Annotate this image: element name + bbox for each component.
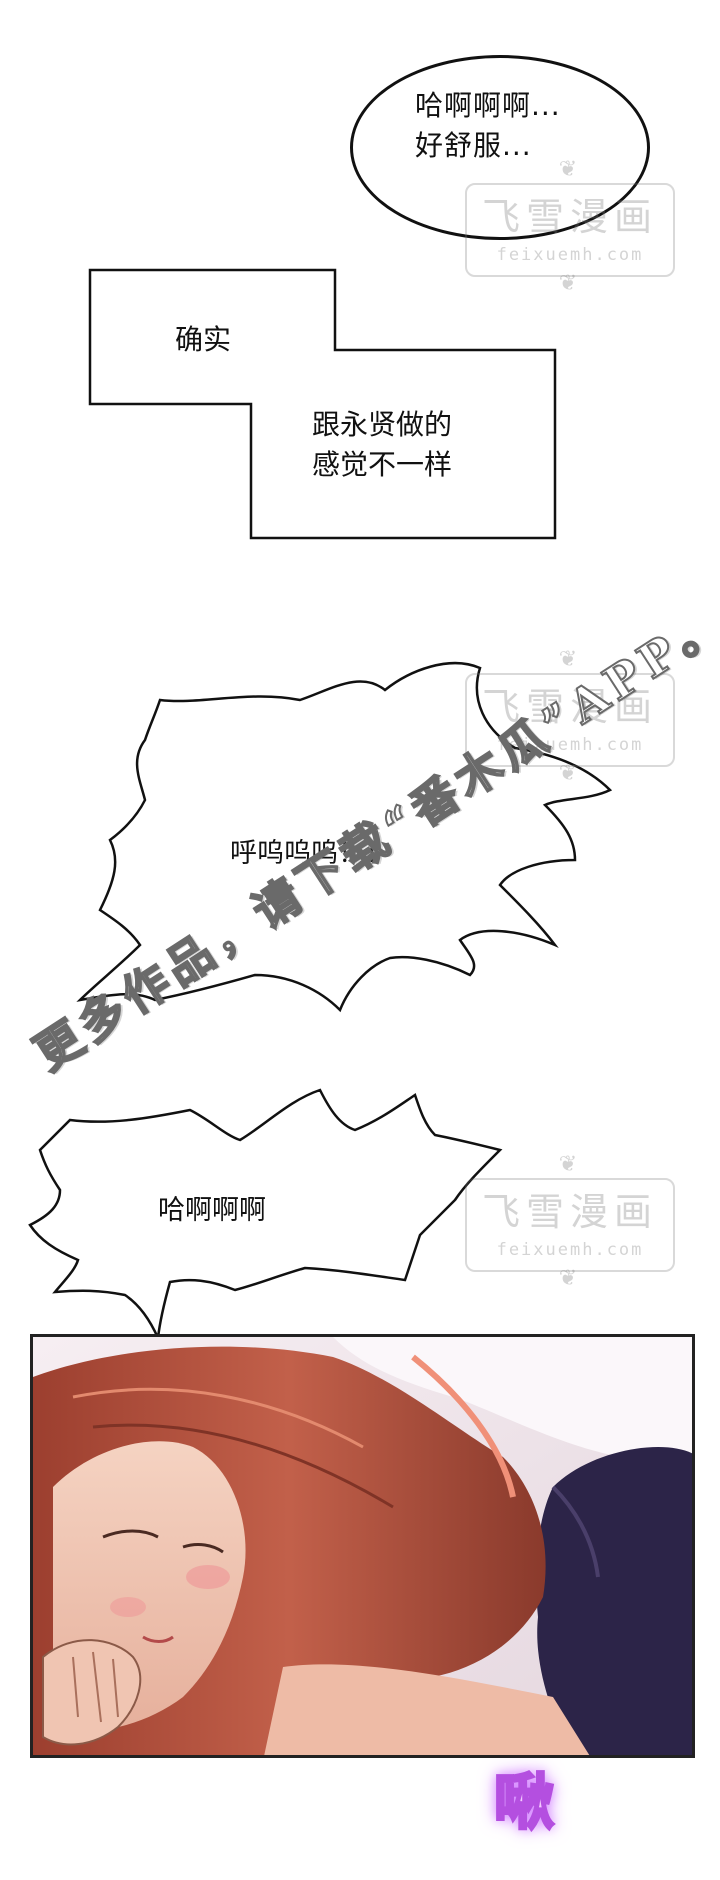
ornament-icon: ❦ (558, 761, 578, 786)
watermark-url: feixuemh.com (496, 1240, 644, 1260)
ornament-icon: ❦ (558, 647, 578, 672)
watermark-title: 飞雪漫画 (481, 685, 658, 729)
shout-bubble-1-text: 呼呜呜呜！！ (230, 838, 392, 869)
art-panel (30, 1334, 695, 1758)
watermark-title: 飞雪漫画 (481, 1190, 658, 1234)
ornament-icon: ❦ (558, 157, 578, 182)
promo-watermark-text: 更多作品，请下载“番木瓜”APP。 (24, 592, 720, 1081)
oval-bubble-text: 哈啊啊啊... 好舒服... (415, 89, 561, 162)
ornament-icon: ❦ (558, 271, 578, 296)
shout-bubble-2-text: 哈啊啊啊 (158, 1195, 266, 1226)
narration-text-1: 确实 (175, 323, 232, 356)
watermark: ❦ 飞雪漫画 feixuemh.com ❦ (455, 649, 685, 786)
watermark: ❦ 飞雪漫画 feixuemh.com ❦ (455, 1154, 685, 1291)
ornament-icon: ❦ (558, 1152, 578, 1177)
oval-speech-bubble (350, 55, 650, 240)
watermark: ❦ 飞雪漫画 feixuemh.com ❦ (455, 159, 685, 296)
watermark-title: 飞雪漫画 (481, 195, 658, 239)
narration-box (88, 268, 557, 540)
art-illustration (33, 1337, 692, 1755)
ornament-icon: ❦ (558, 1266, 578, 1291)
sound-effect-text: 啾 (493, 1767, 556, 1840)
watermark-url: feixuemh.com (496, 735, 644, 755)
narration-text-2: 跟永贤做的 感觉不一样 (312, 408, 453, 481)
watermark-url: feixuemh.com (496, 245, 644, 265)
